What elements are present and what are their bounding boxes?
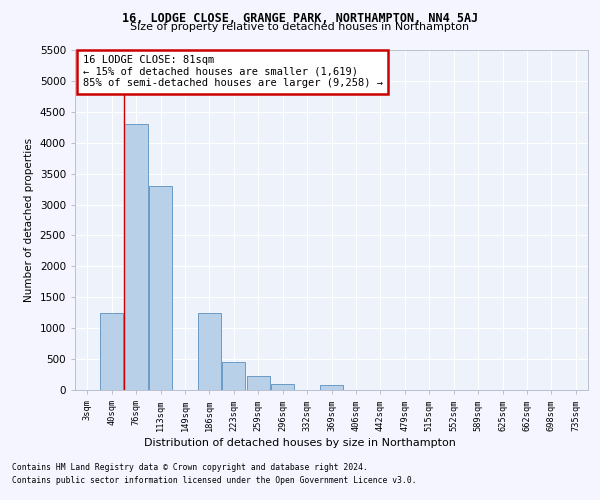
Text: Distribution of detached houses by size in Northampton: Distribution of detached houses by size … (144, 438, 456, 448)
Bar (222, 362, 245, 390)
Bar (124, 124, 148, 390)
Text: Contains public sector information licensed under the Open Government Licence v3: Contains public sector information licen… (12, 476, 416, 485)
Text: Size of property relative to detached houses in Northampton: Size of property relative to detached ho… (130, 22, 470, 32)
Bar (100, 312, 123, 390)
Bar (149, 186, 172, 390)
Text: 16 LODGE CLOSE: 81sqm
← 15% of detached houses are smaller (1,619)
85% of semi-d: 16 LODGE CLOSE: 81sqm ← 15% of detached … (83, 55, 383, 88)
Bar (247, 376, 270, 390)
Text: 16, LODGE CLOSE, GRANGE PARK, NORTHAMPTON, NN4 5AJ: 16, LODGE CLOSE, GRANGE PARK, NORTHAMPTO… (122, 12, 478, 26)
Bar (271, 384, 294, 390)
Bar (198, 312, 221, 390)
Bar (320, 386, 343, 390)
Y-axis label: Number of detached properties: Number of detached properties (24, 138, 34, 302)
Text: Contains HM Land Registry data © Crown copyright and database right 2024.: Contains HM Land Registry data © Crown c… (12, 464, 368, 472)
